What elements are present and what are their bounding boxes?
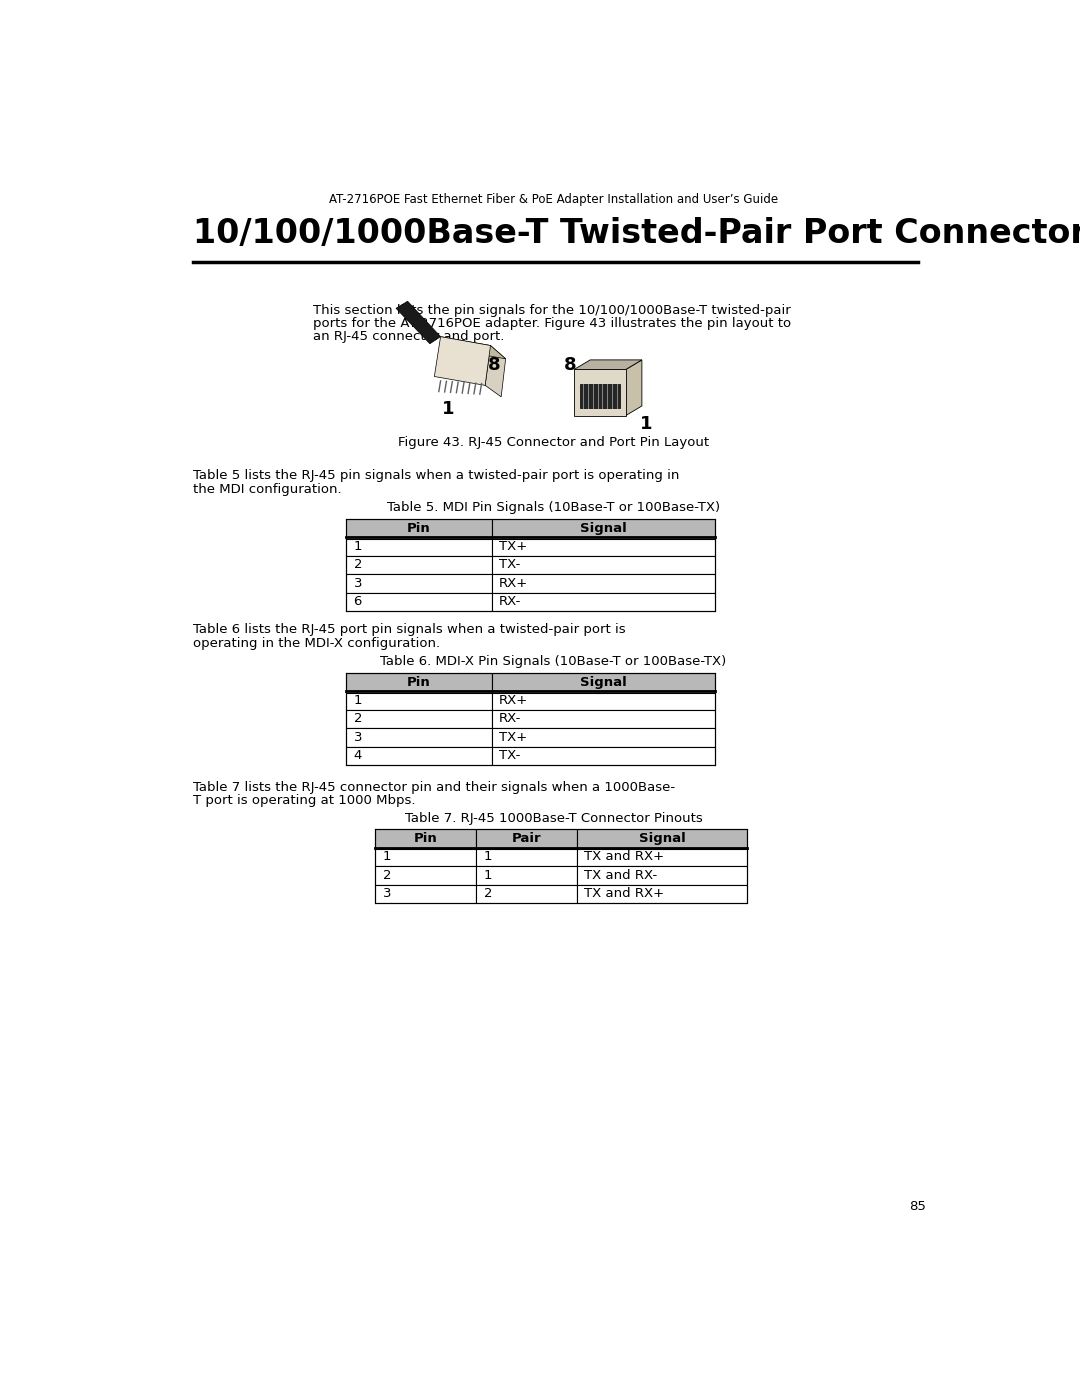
Text: 1: 1 xyxy=(484,869,492,882)
Text: 1: 1 xyxy=(383,851,391,863)
Text: an RJ-45 connector and port.: an RJ-45 connector and port. xyxy=(313,330,504,344)
Bar xyxy=(476,848,577,866)
Text: RX-: RX- xyxy=(499,595,522,609)
Text: TX-: TX- xyxy=(499,749,521,763)
Bar xyxy=(346,710,491,728)
Text: Table 5. MDI Pin Signals (10Base-T or 100Base-TX): Table 5. MDI Pin Signals (10Base-T or 10… xyxy=(387,502,720,514)
Bar xyxy=(375,828,476,848)
Text: RX+: RX+ xyxy=(499,694,528,707)
Text: Pin: Pin xyxy=(407,521,431,535)
Bar xyxy=(346,692,491,710)
Text: 2: 2 xyxy=(383,869,391,882)
Text: Signal: Signal xyxy=(638,831,686,845)
Bar xyxy=(476,884,577,902)
Bar xyxy=(346,746,491,766)
Text: Table 6. MDI-X Pin Signals (10Base-T or 100Base-TX): Table 6. MDI-X Pin Signals (10Base-T or … xyxy=(380,655,727,669)
Bar xyxy=(577,866,747,884)
Text: Table 7 lists the RJ-45 connector pin and their signals when a 1000Base-: Table 7 lists the RJ-45 connector pin an… xyxy=(193,781,675,795)
Text: 1: 1 xyxy=(640,415,652,433)
Text: 2: 2 xyxy=(484,887,492,900)
Bar xyxy=(491,692,715,710)
Bar xyxy=(491,556,715,574)
Bar xyxy=(491,746,715,766)
Polygon shape xyxy=(396,302,441,344)
Bar xyxy=(577,848,747,866)
Text: RX+: RX+ xyxy=(499,577,528,590)
Bar xyxy=(491,592,715,610)
Bar xyxy=(346,538,491,556)
Text: Pin: Pin xyxy=(407,676,431,689)
Text: 85: 85 xyxy=(909,1200,927,1213)
Polygon shape xyxy=(441,337,505,359)
Bar xyxy=(491,728,715,746)
Bar xyxy=(491,673,715,692)
Text: Figure 43. RJ-45 Connector and Port Pin Layout: Figure 43. RJ-45 Connector and Port Pin … xyxy=(397,436,710,448)
Text: 3: 3 xyxy=(353,731,362,745)
Text: Table 6 lists the RJ-45 port pin signals when a twisted-pair port is: Table 6 lists the RJ-45 port pin signals… xyxy=(193,623,625,637)
Text: AT-2716POE Fast Ethernet Fiber & PoE Adapter Installation and User’s Guide: AT-2716POE Fast Ethernet Fiber & PoE Ada… xyxy=(329,193,778,207)
Text: 10/100/1000Base-T Twisted-Pair Port Connectors: 10/100/1000Base-T Twisted-Pair Port Conn… xyxy=(193,217,1080,250)
Polygon shape xyxy=(575,360,642,369)
Polygon shape xyxy=(625,360,642,415)
Text: 8: 8 xyxy=(564,356,576,374)
Text: Pair: Pair xyxy=(512,831,541,845)
Text: Table 5 lists the RJ-45 pin signals when a twisted-pair port is operating in: Table 5 lists the RJ-45 pin signals when… xyxy=(193,469,679,482)
Bar xyxy=(346,673,491,692)
Text: 1: 1 xyxy=(484,851,492,863)
Text: TX and RX+: TX and RX+ xyxy=(584,851,664,863)
Text: 3: 3 xyxy=(383,887,391,900)
Text: 1: 1 xyxy=(442,401,454,418)
Text: 2: 2 xyxy=(353,559,362,571)
Bar xyxy=(375,848,476,866)
Text: 8: 8 xyxy=(488,356,500,374)
Bar xyxy=(346,592,491,610)
Text: This section lists the pin signals for the 10/100/1000Base-T twisted-pair: This section lists the pin signals for t… xyxy=(313,305,791,317)
Text: 3: 3 xyxy=(353,577,362,590)
Polygon shape xyxy=(485,345,505,397)
Text: 2: 2 xyxy=(353,712,362,725)
Text: operating in the MDI-X configuration.: operating in the MDI-X configuration. xyxy=(193,637,441,650)
Text: 4: 4 xyxy=(353,749,362,763)
Text: TX and RX+: TX and RX+ xyxy=(584,887,664,900)
Bar xyxy=(476,828,577,848)
Text: 1: 1 xyxy=(353,541,362,553)
Bar xyxy=(575,369,625,415)
Text: TX and RX-: TX and RX- xyxy=(584,869,658,882)
Text: Signal: Signal xyxy=(580,521,626,535)
Bar xyxy=(580,384,620,408)
Text: ports for the AT-2716POE adapter. Figure 43 illustrates the pin layout to: ports for the AT-2716POE adapter. Figure… xyxy=(313,317,792,330)
Text: TX+: TX+ xyxy=(499,541,527,553)
Text: the MDI configuration.: the MDI configuration. xyxy=(193,482,341,496)
Polygon shape xyxy=(434,337,490,386)
Bar xyxy=(476,866,577,884)
Bar xyxy=(491,574,715,592)
Text: T port is operating at 1000 Mbps.: T port is operating at 1000 Mbps. xyxy=(193,795,416,807)
Text: 6: 6 xyxy=(353,595,362,609)
Text: Signal: Signal xyxy=(580,676,626,689)
Bar xyxy=(346,574,491,592)
Text: Table 7. RJ-45 1000Base-T Connector Pinouts: Table 7. RJ-45 1000Base-T Connector Pino… xyxy=(405,812,702,824)
Text: TX+: TX+ xyxy=(499,731,527,745)
Text: Pin: Pin xyxy=(414,831,437,845)
Bar xyxy=(491,538,715,556)
Bar xyxy=(375,866,476,884)
Bar xyxy=(577,884,747,902)
Bar xyxy=(346,728,491,746)
Text: TX-: TX- xyxy=(499,559,521,571)
Text: RX-: RX- xyxy=(499,712,522,725)
Bar xyxy=(491,518,715,538)
Bar xyxy=(346,518,491,538)
Bar xyxy=(577,828,747,848)
Bar xyxy=(346,556,491,574)
Bar xyxy=(375,884,476,902)
Text: 1: 1 xyxy=(353,694,362,707)
Bar xyxy=(491,710,715,728)
